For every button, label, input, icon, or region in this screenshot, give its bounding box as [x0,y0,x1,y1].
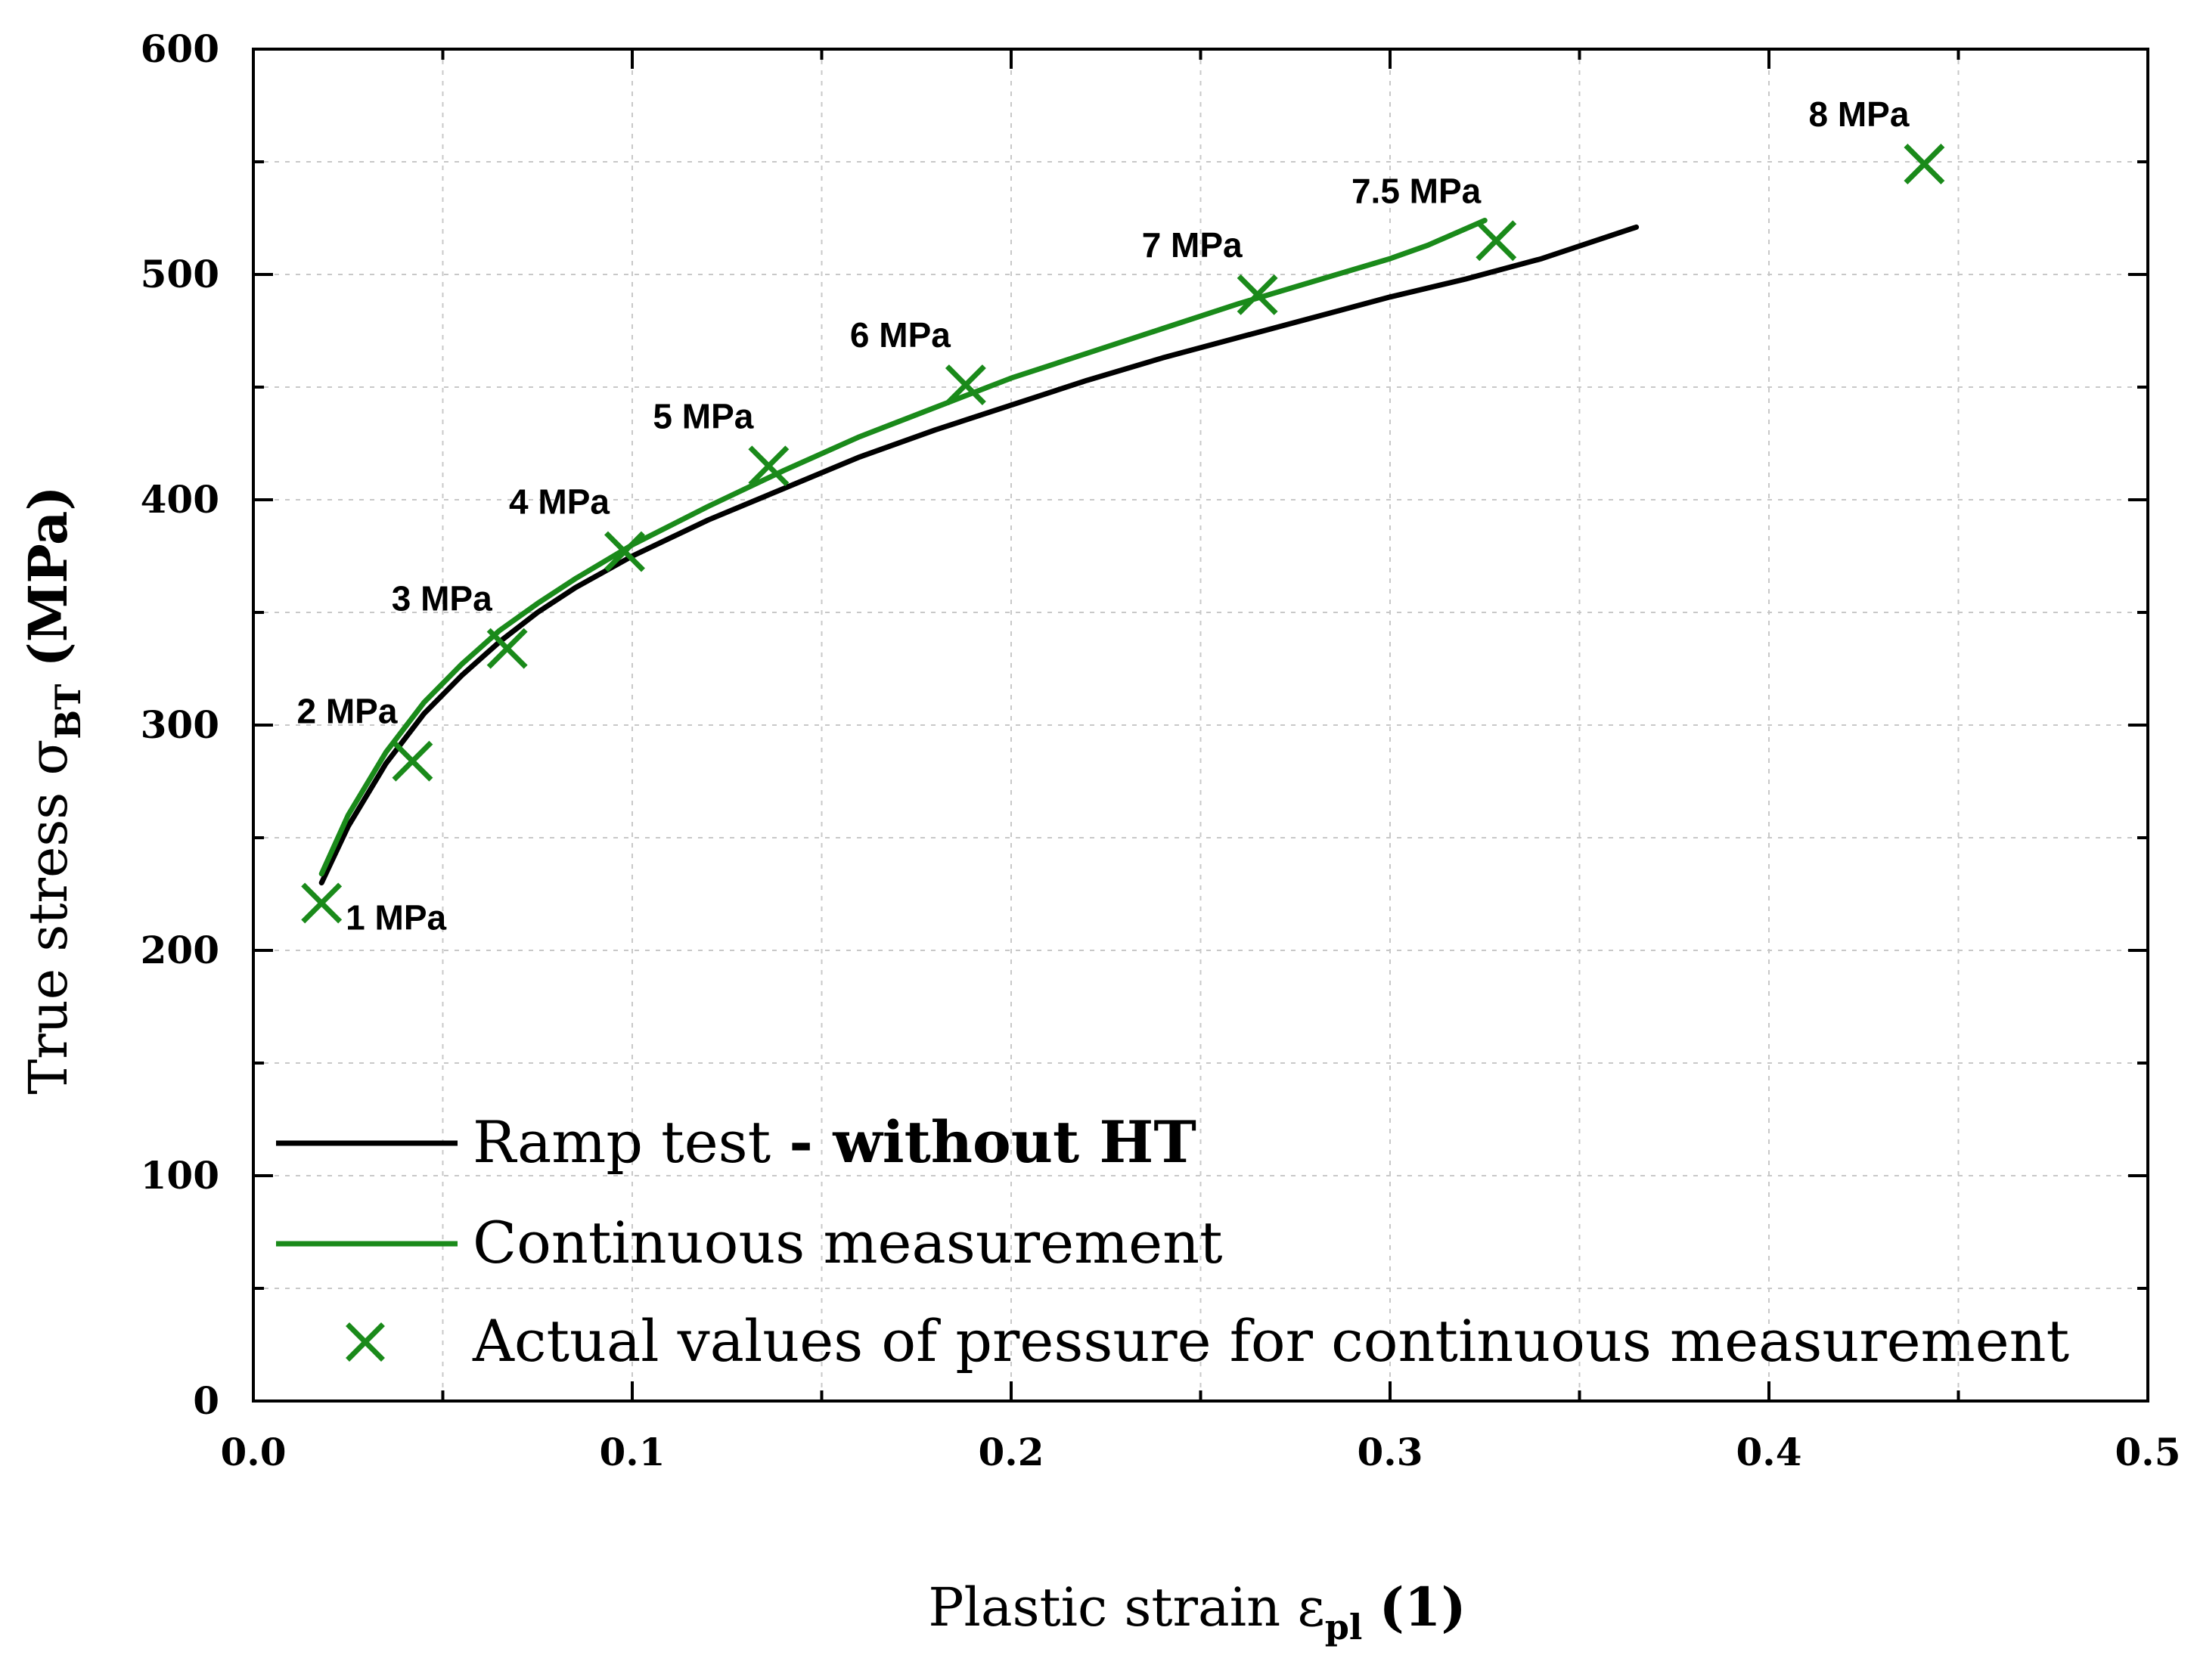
y-axis-title: True stress σBT (MPa) [17,486,88,1095]
x-tick-label: 0.4 [1736,1430,1802,1474]
y-tick-label: 400 [141,477,219,522]
legend-label: Actual values of pressure for continuous… [472,1307,2069,1375]
data-point-marker [1904,144,1945,184]
data-point-marker [748,445,790,487]
data-label: 4 MPa [509,482,610,522]
grid [253,49,2148,1401]
marker-stroke [945,364,986,405]
data-point-marker [604,531,645,572]
data-point-marker [1237,274,1278,315]
marker-stroke [604,531,645,572]
legend-item-1: Continuous measurement [276,1209,1223,1276]
x-tick-label: 0.3 [1358,1430,1423,1474]
legend-item-2: Actual values of pressure for continuous… [346,1307,2069,1375]
y-tick-label: 300 [141,702,219,747]
data-label: 6 MPa [850,315,951,355]
legend-label-text: Ramp test [473,1108,789,1176]
marker-stroke [392,740,433,782]
data-label: 7 MPa [1142,225,1243,265]
x-tick-label: 0.0 [221,1430,287,1474]
data-label: 2 MPa [296,692,397,731]
y-tick-label: 0 [193,1378,219,1423]
data-label: 5 MPa [653,396,753,435]
data-point-marker [301,882,343,924]
data-point-marker [945,364,986,405]
data-point-marker [1476,220,1517,262]
y-tick-label: 600 [141,26,219,71]
legend-item-0: Ramp test - without HT [276,1108,1196,1176]
y-tick-label: 200 [141,928,219,972]
series-layer [318,218,1640,886]
legend-label-bold: - without HT [789,1108,1196,1176]
y-tick-label: 100 [141,1153,219,1198]
legend-label-text: Actual values of pressure for continuous… [472,1307,2069,1375]
tick-layer: 0.0 0.1 0.2 0.3 0.4 0.5 0 100 200 300 400 500 600 [141,26,2181,1474]
legend: Ramp test - without HT Continuous measure… [276,1108,2069,1375]
x-tick-label: 0.5 [2115,1430,2181,1474]
legend-label: Continuous measurement [473,1209,1223,1276]
marker-stroke [1476,220,1517,262]
legend-label-text: Continuous measurement [473,1209,1223,1276]
data-point-marker [392,740,433,782]
legend-label: Ramp test - without HT [473,1108,1196,1176]
x-tick-label: 0.1 [600,1430,666,1474]
marker-layer: 1 MPa 2 MPa 3 MPa 4 MPa 5 MPa 6 MPa 7 MPa 7.5 M… [296,95,1945,937]
marker-stroke [748,445,790,487]
data-label: 7.5 MPa [1351,171,1482,210]
series-line-0 [318,224,1640,886]
legend-marker-swatch [346,1322,385,1362]
data-point-marker [486,628,528,669]
marker-stroke [1904,144,1945,184]
marker-stroke [486,628,528,669]
series-line-1 [318,218,1488,877]
marker-stroke [301,882,343,924]
data-label: 1 MPa [346,897,446,937]
y-tick-label: 500 [141,252,219,296]
x-tick-label: 0.2 [979,1430,1044,1474]
marker-stroke [346,1322,385,1362]
marker-stroke [1237,274,1278,315]
data-label: 8 MPa [1808,95,1909,134]
data-label: 3 MPa [392,579,492,618]
x-axis-title: Plastic strain εpl (1) [928,1576,1466,1647]
